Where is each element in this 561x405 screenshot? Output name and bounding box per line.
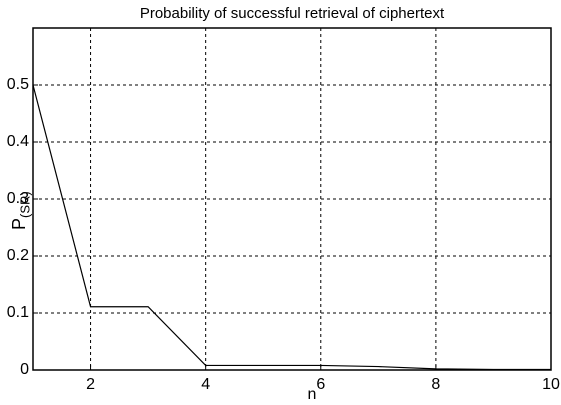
- y-tick-label: 0.4: [7, 133, 29, 150]
- plot-frame: [32, 27, 552, 371]
- y-axis-label: P: [9, 218, 29, 230]
- x-tick-label: 10: [542, 376, 560, 393]
- x-axis-label: n: [308, 386, 317, 403]
- y-axis-label-subscript: (SR): [17, 191, 32, 218]
- y-tick-label: 0.1: [7, 304, 29, 321]
- x-tick-label: 8: [431, 376, 440, 393]
- x-tick-label: 2: [86, 376, 95, 393]
- x-tick-label: 4: [201, 376, 210, 393]
- y-axis-label-group: P (SR): [9, 191, 33, 230]
- y-tick-label: 0.5: [7, 76, 29, 93]
- chart-title: Probability of successful retrieval of c…: [140, 5, 445, 22]
- x-tick-label: 6: [316, 376, 325, 393]
- y-tick-label: 0.2: [7, 247, 29, 264]
- y-tick-label: 0: [20, 361, 29, 378]
- data-line: [32, 84, 551, 371]
- y-tick-label: 0.3: [7, 190, 29, 207]
